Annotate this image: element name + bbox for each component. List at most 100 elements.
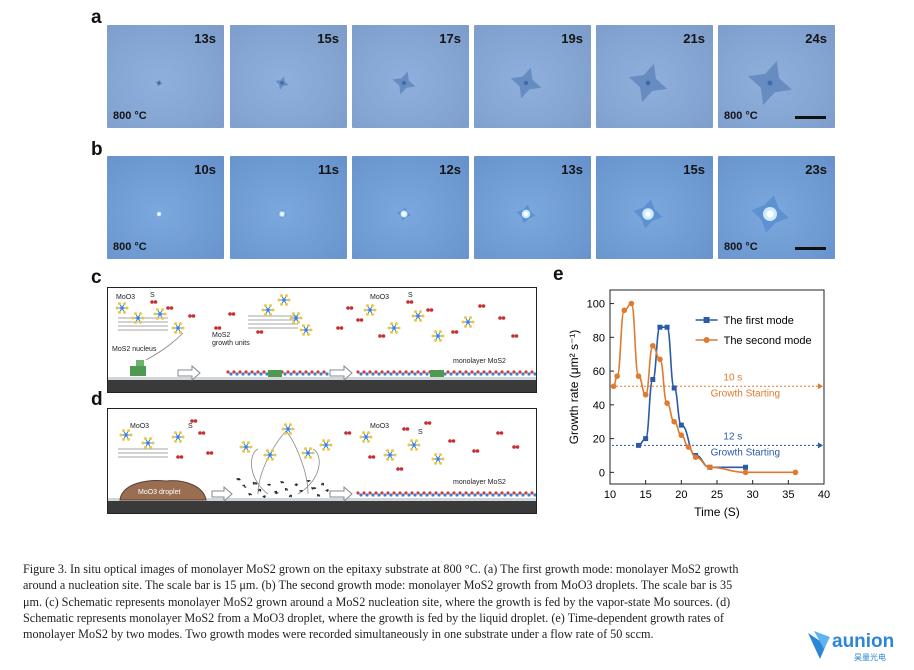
crystal-flake [516,204,536,224]
crystal-flake [277,209,287,219]
annotation-time: 10 s [723,372,742,383]
crystal-flake [633,199,663,229]
panel-a-letter: a [91,7,102,28]
legend-marker [703,337,710,343]
microscope-frame: 13s [474,156,591,259]
crystal-flake [275,76,289,90]
timestamp-label: 24s [805,31,827,46]
data-point [743,464,749,470]
data-point [657,356,663,363]
label-growth-units: MoS2 growth units [212,332,250,347]
crystal-flake [510,67,542,99]
panel-d-schematic: MoO3 S MoO3 droplet MoO3 S monolayer MoS… [107,408,537,514]
y-axis-label: Growth rate (μm² s⁻¹) [567,330,581,445]
panel-c-letter: c [91,267,102,288]
data-point [657,324,663,330]
microscope-frame: 13s 800 °C [107,25,224,128]
y-tick-label: 100 [587,299,605,311]
legend-label: The second mode [724,335,812,347]
caption-line: μm. (c) Schematic represents monolayer M… [23,594,731,609]
data-point [685,444,692,450]
y-tick-label: 0 [599,467,605,479]
crystal-flake [748,61,792,105]
data-point [671,385,677,391]
data-point [707,464,713,471]
timestamp-label: 13s [194,31,216,46]
timestamp-label: 10s [194,162,216,177]
data-point [650,342,656,349]
temperature-label: 800 °C [724,241,758,253]
droplet-growth-diagram [108,419,537,513]
caption-line: around a nucleation site. The scale bar … [23,578,733,593]
label-s: S [150,292,155,299]
crystal-flake [155,79,163,87]
timestamp-label: 17s [439,31,461,46]
label-monolayer: monolayer MoS2 [453,358,506,365]
label-moo3-2: MoO3 [370,423,390,430]
timestamp-label: 15s [317,31,339,46]
annotation-arrowhead [818,442,823,449]
caption-line: Schematic represents monolayer MoS2 from… [23,610,724,625]
microscope-frame: 19s [474,25,591,128]
timestamp-label: 12s [439,162,461,177]
data-point [671,418,677,425]
microscope-frame: 15s [230,25,347,128]
microscope-frame: 23s 800 °C [718,156,835,259]
legend-label: The first mode [724,315,794,327]
data-point [678,432,685,439]
y-tick-label: 20 [593,434,605,446]
microscope-frame: 10s 800 °C [107,156,224,259]
timestamp-label: 19s [561,31,583,46]
y-tick-label: 60 [593,366,605,378]
timestamp-label: 13s [561,162,583,177]
timestamp-label: 23s [805,162,827,177]
growth-rate-chart: 10 15 20 25 30 35 40 0 20 40 60 80 100 Time (S) Growth… [567,289,830,519]
microscope-frame: 17s [352,25,469,128]
label-mos2-nucleus: MoS2 nucleus [112,346,157,353]
watermark-sub: 昊量光电 [854,652,886,662]
label-moo3-2: MoO3 [370,294,390,301]
data-point [614,373,620,379]
figure-caption: Figure 3. In situ optical images of mono… [23,561,908,642]
x-tick-label: 10 [604,489,616,501]
timestamp-label: 21s [683,31,705,46]
microscope-frame: 11s [230,156,347,259]
label-monolayer: monolayer MoS2 [453,479,506,486]
temperature-label: 800 °C [113,110,147,122]
crystal-flake [628,63,668,103]
x-tick-label: 35 [782,489,794,501]
data-point [792,469,799,476]
y-tick-label: 80 [593,332,605,344]
timestamp-label: 11s [318,162,339,177]
panel-e-letter: e [553,264,564,285]
nucleation-growth-diagram [108,294,537,392]
data-point [678,422,684,428]
data-point [643,436,649,442]
temperature-label: 800 °C [113,241,147,253]
scale-bar [795,247,826,250]
data-point [642,391,649,398]
data-point [636,442,642,448]
data-point [621,307,628,314]
x-tick-label: 15 [640,489,652,501]
label-moo3: MoO3 [130,423,150,430]
watermark-brand: aunion [832,631,894,652]
label-s-2: S [418,429,423,436]
data-point [692,454,699,460]
microscope-frame: 15s [596,156,713,259]
x-tick-label: 25 [711,489,723,501]
annotation-arrowhead [818,383,823,390]
label-moo3: MoO3 [116,294,136,301]
data-point [664,324,670,330]
label-s: S [188,423,193,430]
y-tick-label: 40 [593,400,605,412]
microscope-frame: 24s 800 °C [718,25,835,128]
annotation-text: Growth Starting [711,388,780,399]
crystal-flake [751,195,789,233]
crystal-flake [156,211,162,217]
x-axis-label: Time (S) [694,505,740,519]
microscope-frame: 21s [596,25,713,128]
label-moo3-droplet: MoO3 droplet [138,489,181,496]
annotation-text: Growth Starting [711,447,780,458]
data-point [650,377,656,383]
